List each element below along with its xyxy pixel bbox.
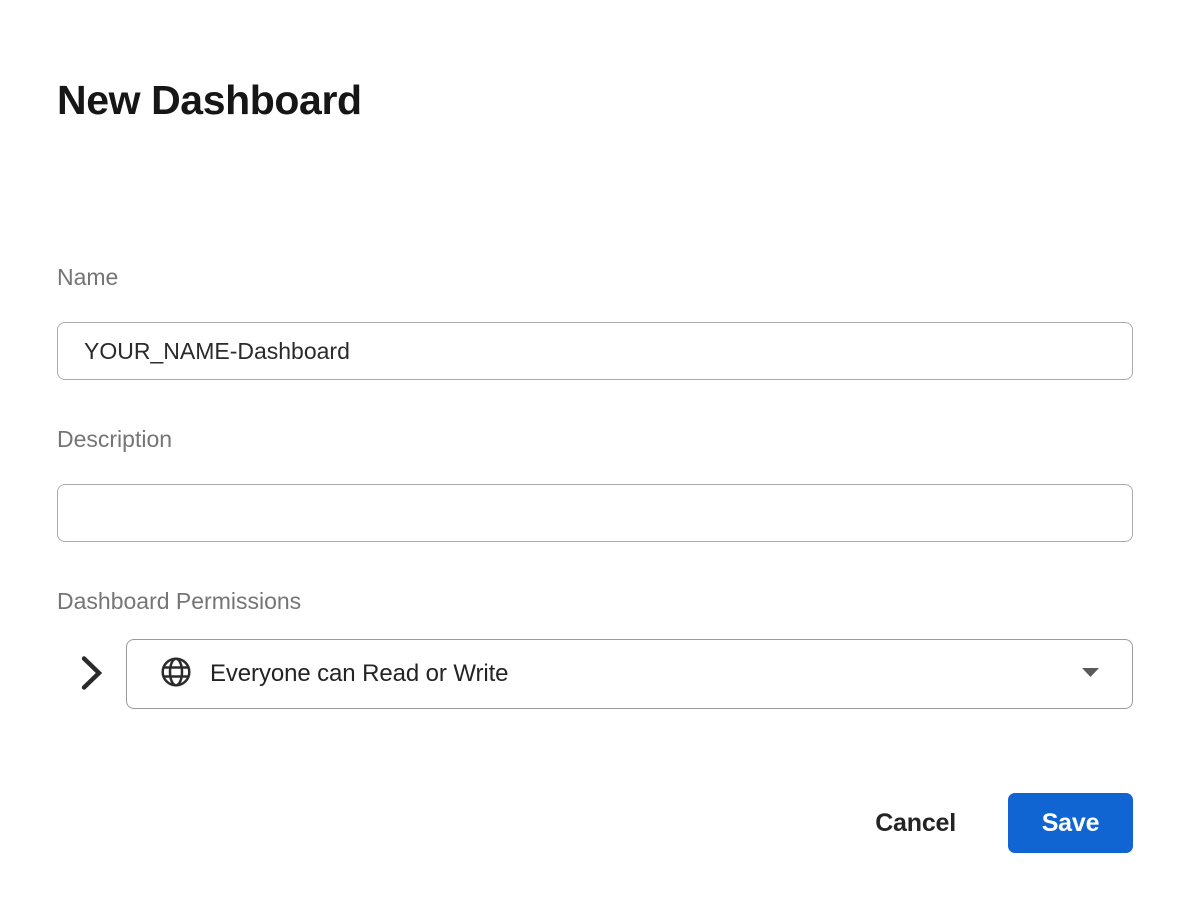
expand-permissions-button[interactable] — [57, 655, 126, 694]
cancel-button[interactable]: Cancel — [875, 808, 956, 837]
save-button[interactable]: Save — [1008, 793, 1133, 853]
description-field-group: Description — [57, 426, 1133, 542]
caret-down-icon — [1081, 665, 1100, 683]
new-dashboard-dialog: New Dashboard Name Description Dashboard… — [57, 77, 1133, 853]
name-label: Name — [57, 264, 119, 290]
chevron-right-icon — [79, 655, 104, 694]
permissions-label: Dashboard Permissions — [57, 588, 302, 614]
dialog-title: New Dashboard — [57, 77, 362, 123]
permissions-row: Everyone can Read or Write — [57, 639, 1133, 709]
name-input[interactable] — [57, 322, 1133, 380]
dialog-footer: Cancel Save — [57, 793, 1133, 853]
description-input[interactable] — [57, 484, 1133, 542]
permissions-selected-option: Everyone can Read or Write — [210, 660, 509, 687]
globe-icon — [159, 655, 193, 694]
permissions-field-group: Dashboard Permissions — [57, 588, 1133, 709]
permissions-dropdown[interactable]: Everyone can Read or Write — [126, 639, 1133, 709]
description-label: Description — [57, 426, 173, 452]
name-field-group: Name — [57, 264, 1133, 380]
